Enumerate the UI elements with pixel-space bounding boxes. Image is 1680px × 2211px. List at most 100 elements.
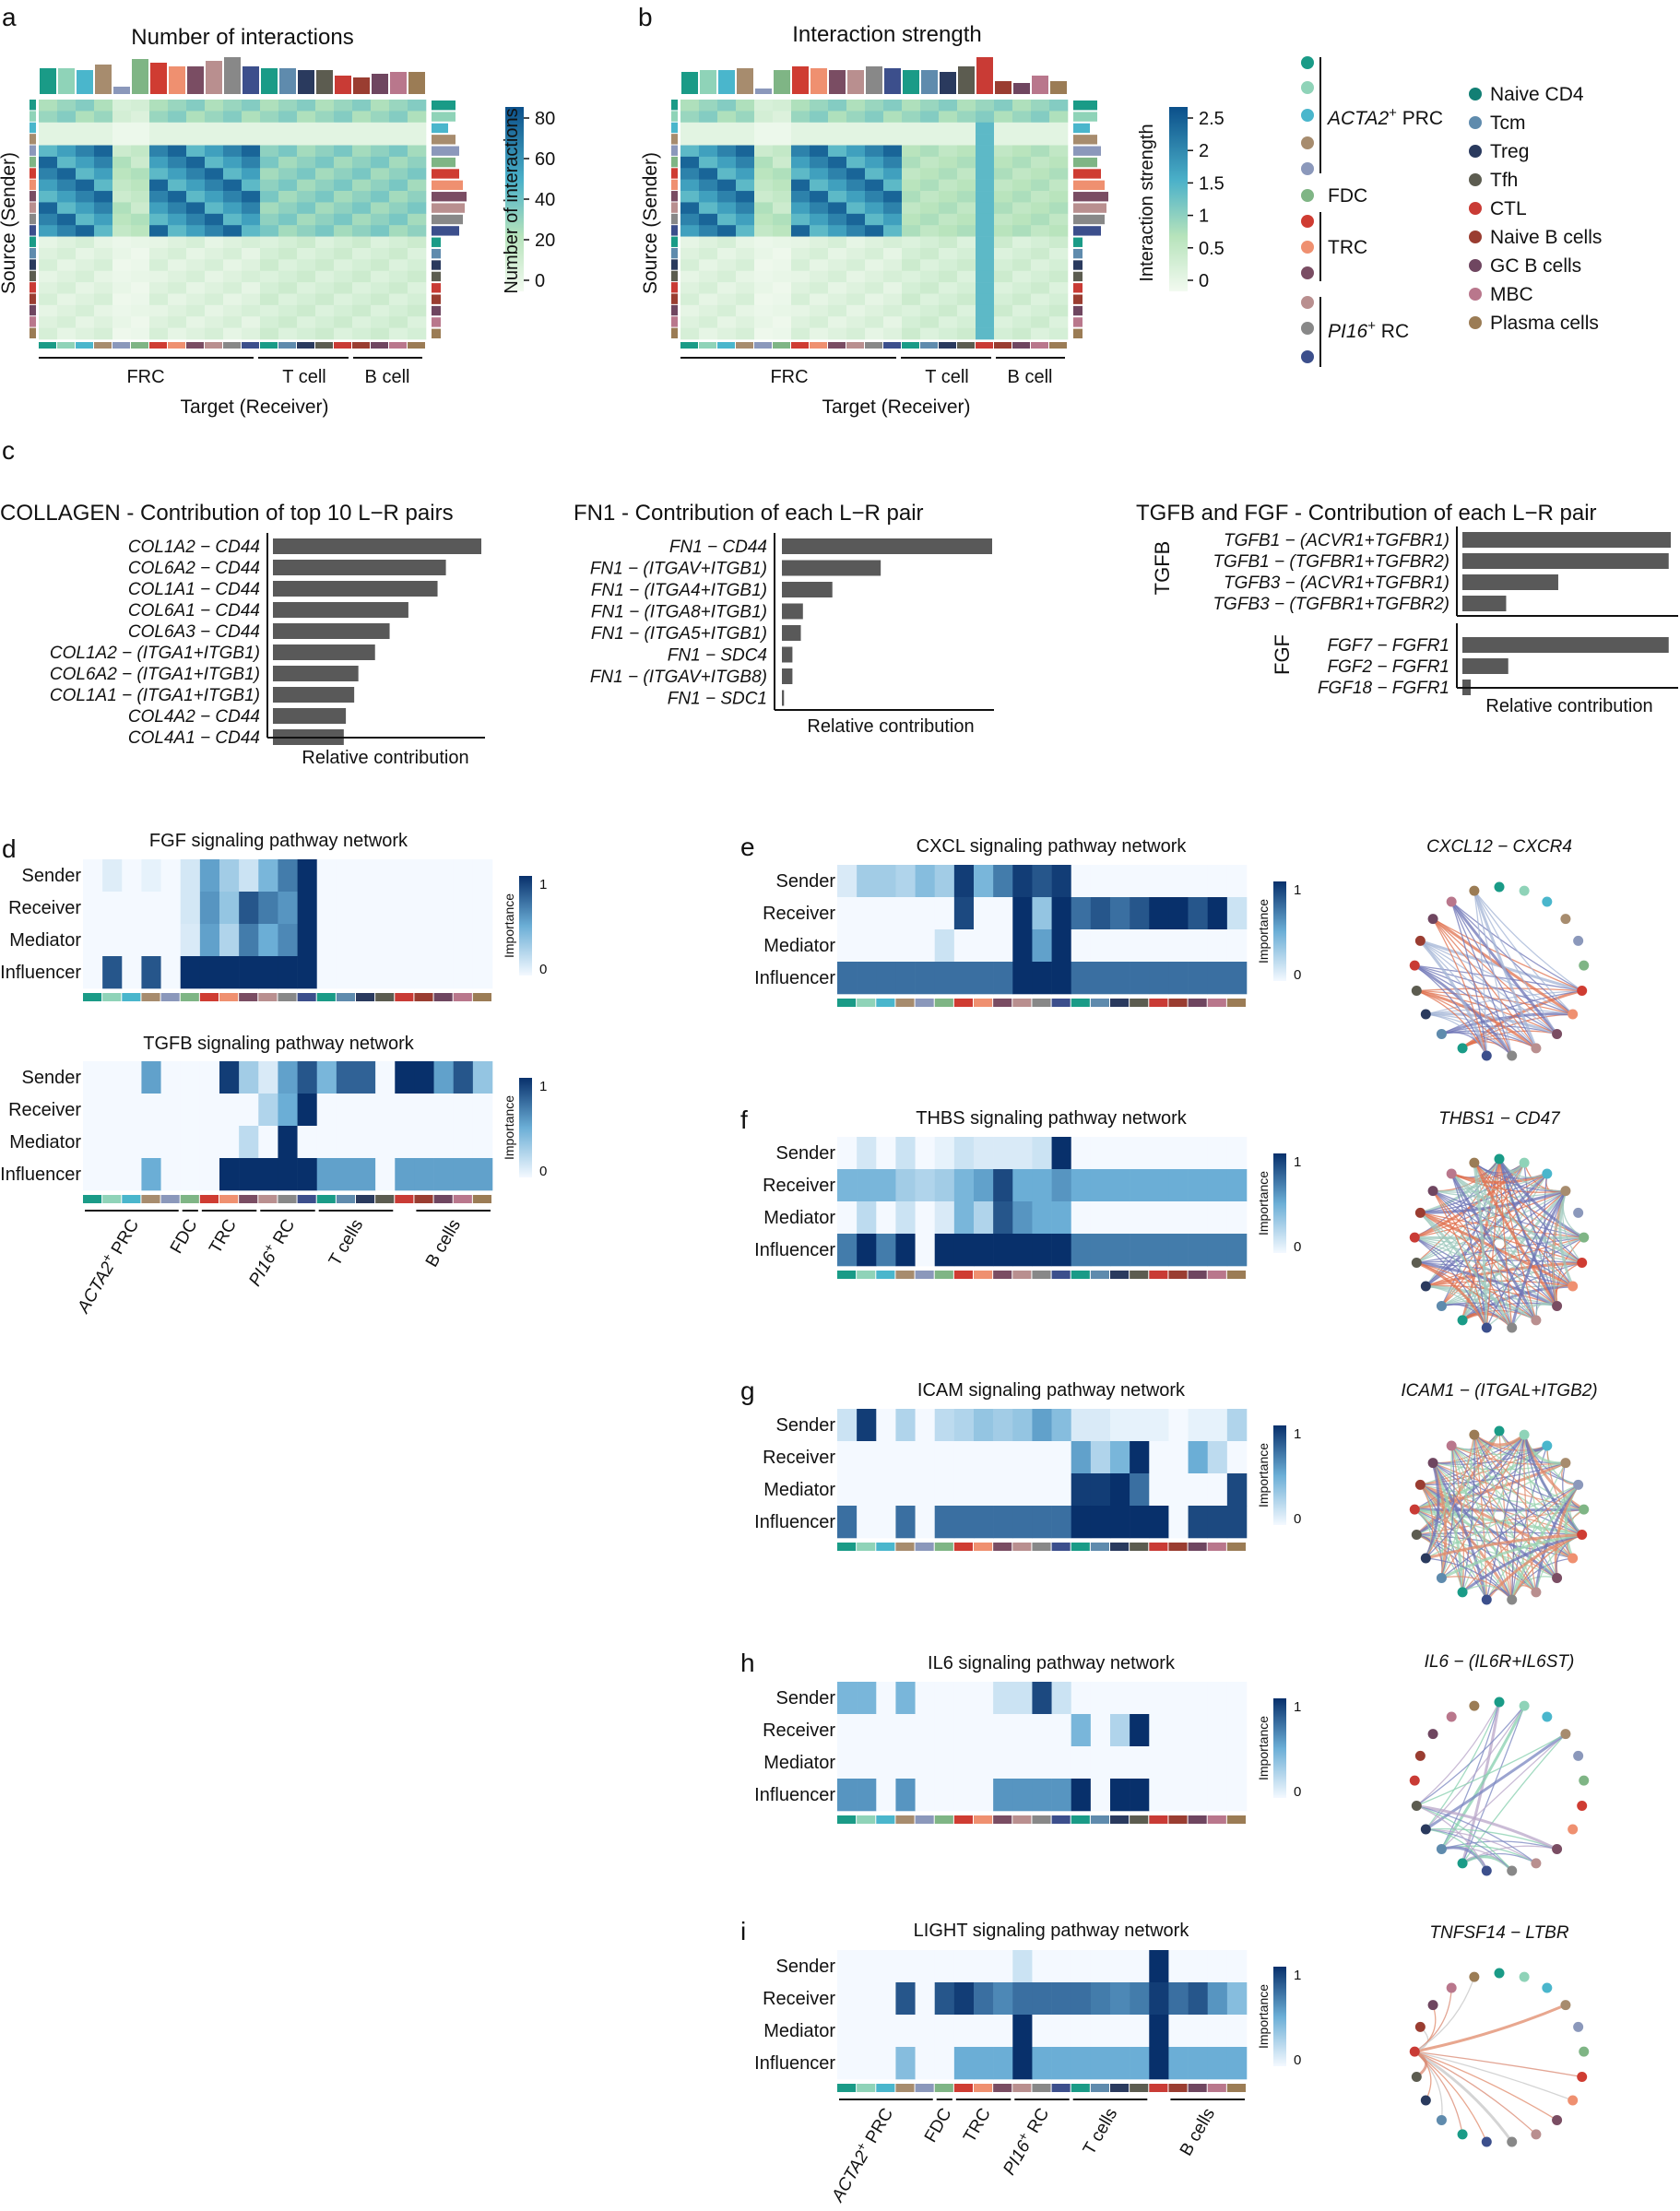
col-color	[1226, 999, 1246, 1007]
importance-cell	[1207, 929, 1228, 963]
importance-cell	[1168, 1441, 1189, 1474]
heat-cell	[810, 236, 829, 249]
col-color	[974, 999, 993, 1007]
network-node	[1573, 1750, 1584, 1761]
importance-cell	[857, 962, 877, 995]
col-color	[1188, 2084, 1207, 2092]
heat-cell	[699, 304, 718, 317]
importance-cell	[1051, 1473, 1072, 1507]
legend-dot	[1469, 145, 1482, 158]
heat-cell	[846, 236, 866, 249]
importance-cell	[1188, 865, 1209, 898]
col-color	[1226, 2084, 1246, 2092]
heat-cell	[389, 293, 408, 306]
top-bar	[261, 68, 278, 94]
heat-cell	[1012, 236, 1032, 249]
bar-label: TGFB1 − (ACVR1+TGFBR1)	[1224, 531, 1449, 550]
heat-cell	[680, 156, 700, 169]
heat-cell	[168, 327, 187, 340]
heat-cell	[994, 145, 1013, 158]
right-bar	[432, 192, 467, 202]
importance-cell	[837, 1473, 858, 1507]
heat-cell	[810, 202, 829, 215]
bar-label: COL1A1 − CD44	[128, 580, 260, 599]
col-color	[472, 1195, 491, 1203]
heat-cell	[186, 270, 206, 283]
importance-heatmaps: FGF signaling pathway networkSenderRecei…	[0, 831, 1301, 2206]
heat-cell	[828, 156, 847, 169]
col-color	[876, 999, 895, 1007]
row-label: Receiver	[763, 1720, 835, 1741]
importance-cell	[915, 1201, 936, 1235]
colorbar-tick: 2.5	[1199, 109, 1225, 129]
importance-cell	[316, 892, 337, 925]
importance-cell	[915, 1682, 936, 1715]
bar	[273, 560, 446, 575]
right-bar	[432, 169, 459, 179]
importance-cell	[1051, 1137, 1072, 1170]
heat-cell	[408, 327, 427, 340]
heat-cell	[39, 202, 58, 215]
network-edge	[1461, 1189, 1568, 1321]
heat-cell	[791, 168, 810, 180]
importance-cell	[1149, 1409, 1169, 1442]
heat-cell	[736, 316, 755, 328]
heat-cell	[278, 191, 298, 203]
heat-cell	[939, 304, 958, 317]
importance-cell	[375, 1158, 396, 1191]
colorbar-tick: 1	[1294, 1968, 1301, 1983]
heat-cell	[1049, 111, 1069, 124]
heat-cell	[94, 168, 113, 180]
heat-cell	[131, 191, 150, 203]
heat-cell	[131, 236, 150, 249]
right-bar	[1073, 305, 1083, 316]
heat-cell	[334, 225, 353, 237]
heat-cell	[131, 156, 150, 169]
importance-cell	[1012, 2047, 1033, 2080]
legend-label: Plasma cells	[1490, 313, 1599, 334]
network-node	[1579, 1775, 1590, 1786]
network-edge	[1420, 1434, 1525, 1486]
heat-cell	[939, 236, 958, 249]
bar-label: COL6A2 − CD44	[128, 559, 260, 578]
heat-cell	[112, 168, 132, 180]
heat-cell	[223, 111, 243, 124]
importance-cell	[414, 1126, 434, 1159]
heat-cell	[131, 225, 150, 237]
network-node	[1457, 1315, 1468, 1326]
heat-cell	[957, 270, 976, 283]
importance-cell	[895, 962, 916, 995]
heat-cell	[957, 122, 976, 135]
heat-cell	[297, 236, 316, 249]
legend-dot	[1469, 231, 1482, 243]
importance-cell	[974, 1441, 994, 1474]
col-color	[453, 1195, 472, 1203]
heat-cell	[39, 304, 58, 317]
network-edge	[1473, 891, 1487, 1056]
heat-cell	[920, 259, 940, 272]
importance-cell	[993, 929, 1013, 963]
importance-cell	[1149, 962, 1169, 995]
row-color	[30, 247, 36, 259]
network-node	[1427, 914, 1438, 925]
row-color	[30, 293, 36, 304]
heat-cell	[976, 270, 995, 283]
top-bar	[95, 65, 112, 94]
bar-label: TGFB3 − (TGFBR1+TGFBR2)	[1213, 595, 1449, 614]
col-color	[199, 1195, 219, 1203]
importance-cell	[1188, 2047, 1209, 2080]
importance-cell	[414, 956, 434, 989]
row-color	[30, 191, 36, 202]
bar	[273, 708, 347, 724]
network-edge	[1473, 890, 1538, 1049]
network-node	[1552, 1572, 1563, 1583]
legend-group-acta2: ACTA2+ PRC	[1326, 105, 1443, 129]
heat-cell	[223, 327, 243, 340]
legend-dot	[1301, 136, 1314, 149]
network-node	[1542, 1168, 1553, 1179]
importance-cell	[857, 1779, 877, 1812]
heat-cell	[920, 327, 940, 340]
importance-cell	[1188, 1137, 1209, 1170]
heat-cell	[112, 236, 132, 249]
heat-cell	[865, 122, 884, 135]
